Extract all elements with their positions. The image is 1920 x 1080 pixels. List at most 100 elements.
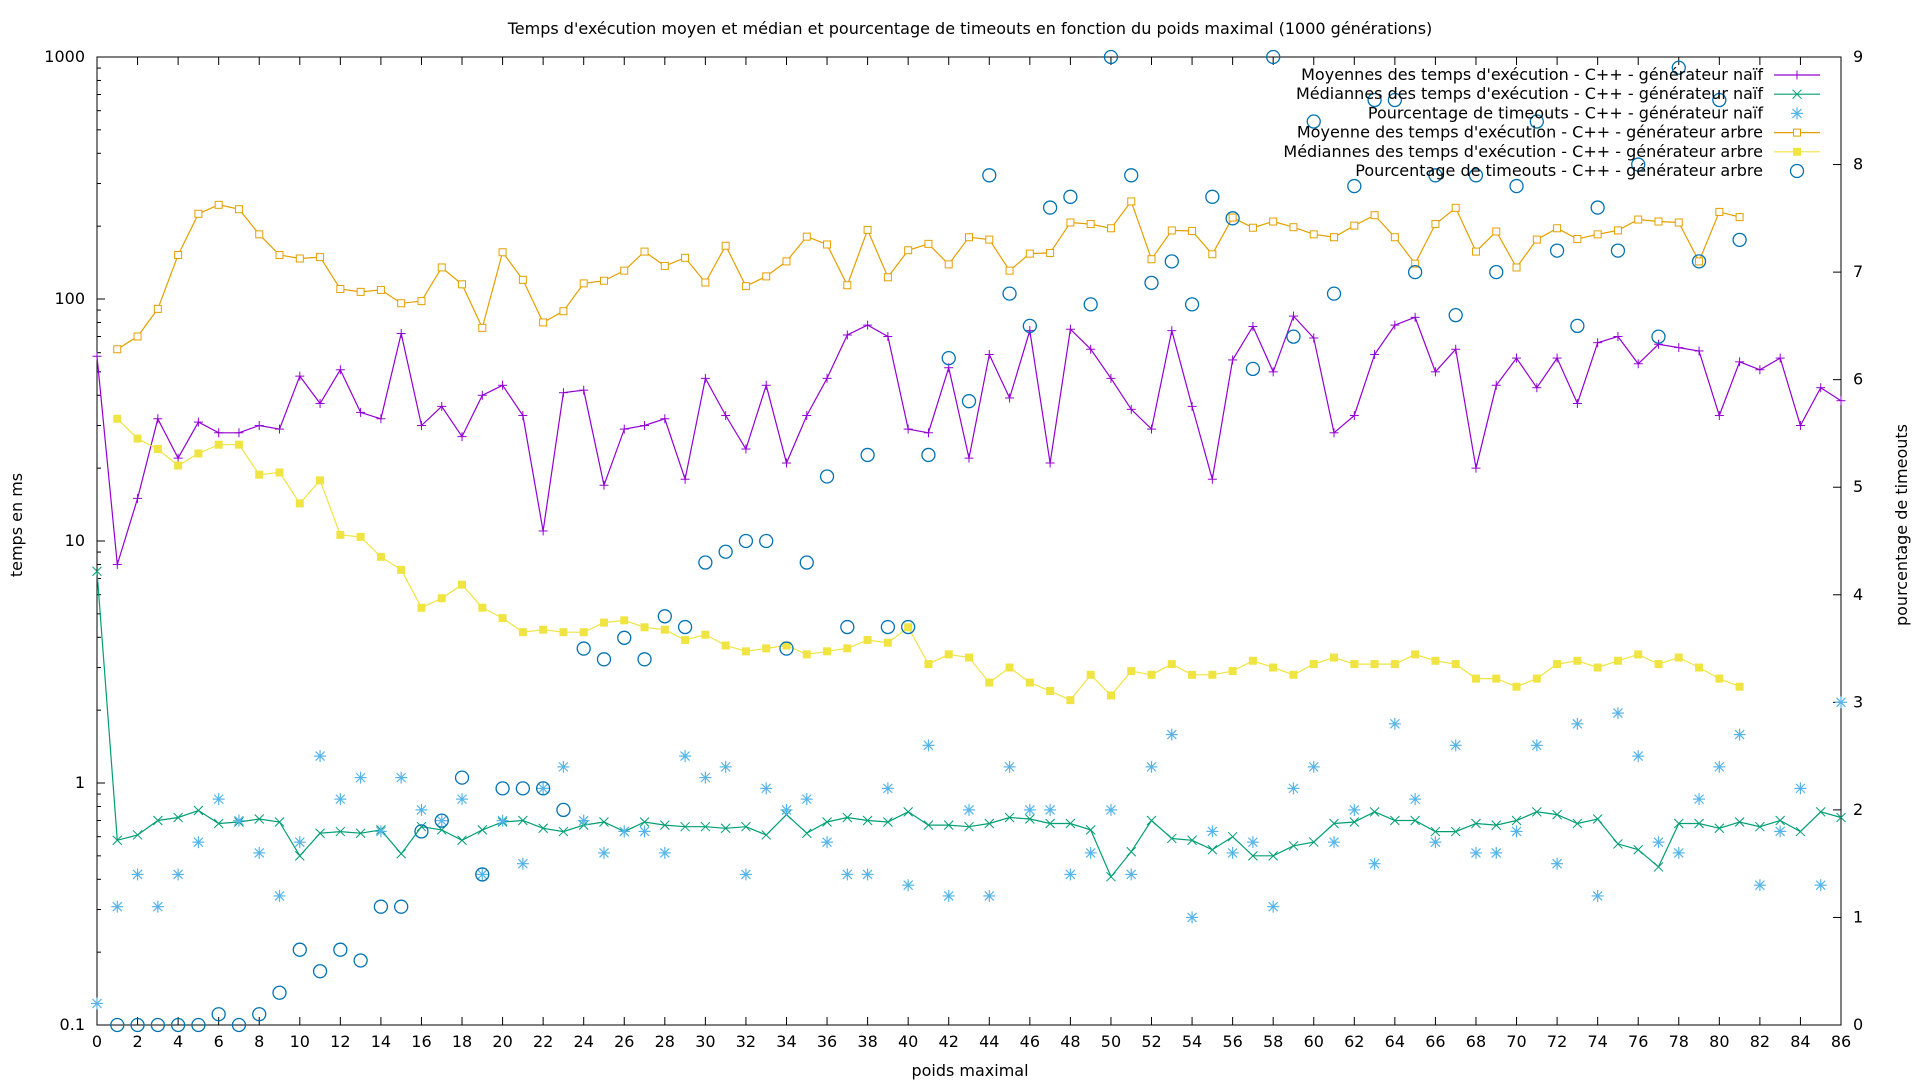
data-point	[1551, 857, 1564, 870]
data-point	[1225, 211, 1240, 226]
data-point	[1248, 656, 1257, 665]
data-point	[454, 770, 470, 785]
data-point	[515, 781, 531, 796]
data-point	[417, 603, 426, 612]
data-point	[1167, 660, 1176, 669]
data-point	[1084, 846, 1097, 859]
data-point	[1205, 189, 1220, 204]
data-point	[131, 868, 144, 881]
data-point	[173, 812, 183, 823]
data-point	[660, 625, 669, 634]
data-point	[475, 867, 490, 882]
data-point	[1694, 818, 1704, 829]
data-point	[1451, 344, 1461, 354]
data-point	[1147, 424, 1157, 434]
data-point	[1348, 803, 1361, 816]
data-point	[1531, 806, 1542, 817]
data-point	[539, 318, 548, 327]
data-point	[1492, 674, 1501, 683]
data-point	[1370, 349, 1380, 359]
data-point	[336, 530, 345, 539]
series-4-line	[116, 200, 1740, 350]
data-point	[982, 168, 997, 183]
data-point	[417, 297, 426, 306]
data-point	[1083, 297, 1098, 312]
data-point	[170, 1017, 186, 1033]
data-point	[1633, 359, 1643, 369]
data-point	[1208, 250, 1217, 259]
data-point	[153, 304, 162, 313]
data-point	[739, 868, 752, 881]
x-tick-label: 38	[857, 1032, 877, 1051]
data-point	[214, 200, 223, 209]
legend-swatch-marker	[1792, 89, 1802, 100]
data-point	[535, 781, 551, 796]
data-point	[193, 417, 203, 427]
data-point	[843, 281, 852, 290]
data-point	[1573, 656, 1582, 665]
x-tick-label: 14	[371, 1032, 391, 1051]
data-point	[720, 823, 731, 834]
data-point	[985, 235, 994, 244]
data-point	[91, 997, 103, 1010]
data-point	[823, 647, 832, 656]
plot-area	[96, 56, 1842, 1026]
data-point	[1125, 868, 1138, 881]
data-point	[599, 618, 608, 627]
x-axis-label: poids maximal	[911, 1061, 1028, 1080]
data-point	[1634, 650, 1643, 659]
data-point	[1085, 825, 1096, 835]
data-point	[822, 817, 832, 827]
data-point	[657, 609, 672, 624]
data-point	[819, 469, 835, 484]
data-point	[334, 793, 347, 806]
data-point	[1492, 227, 1501, 236]
data-point	[376, 414, 386, 424]
x-tick-label: 78	[1669, 1032, 1689, 1051]
data-point	[965, 653, 973, 662]
data-point	[1104, 803, 1117, 816]
data-point	[1066, 696, 1075, 705]
data-point	[619, 424, 629, 434]
data-point	[315, 828, 325, 839]
y2-tick-label: 9	[1853, 47, 1863, 66]
data-point	[1430, 826, 1441, 837]
data-point	[1245, 361, 1261, 377]
x-tick-label: 4	[173, 1032, 183, 1051]
data-point	[1046, 686, 1055, 695]
data-point	[1590, 200, 1605, 215]
data-point	[1613, 839, 1623, 849]
data-point	[741, 647, 750, 656]
data-point	[1266, 49, 1281, 65]
data-point	[620, 616, 629, 625]
legend: Moyennes des temps d'exécution - C++ - g…	[1283, 65, 1820, 180]
data-point	[1411, 259, 1420, 268]
data-point	[1468, 168, 1484, 183]
data-point	[1654, 217, 1663, 226]
data-point	[1248, 850, 1258, 861]
data-point	[780, 803, 793, 816]
data-point	[1634, 215, 1643, 224]
data-point	[1188, 226, 1197, 235]
data-point	[1367, 92, 1382, 108]
data-point	[821, 836, 834, 849]
data-point	[476, 868, 489, 881]
data-point	[1045, 458, 1055, 468]
data-point	[478, 323, 487, 332]
data-point	[1469, 846, 1482, 859]
data-point	[538, 823, 548, 834]
data-point	[1631, 157, 1646, 172]
data-point	[1289, 223, 1298, 232]
data-point	[741, 444, 751, 454]
data-point	[1774, 825, 1787, 838]
data-point	[293, 836, 306, 849]
data-point	[1450, 826, 1461, 837]
data-point	[1593, 230, 1602, 239]
data-point	[596, 652, 612, 667]
data-point	[719, 760, 732, 773]
data-point	[356, 407, 366, 417]
data-point	[1167, 226, 1176, 235]
x-tick-label: 54	[1182, 1032, 1202, 1051]
data-point	[1127, 667, 1136, 676]
data-point	[1086, 344, 1096, 354]
